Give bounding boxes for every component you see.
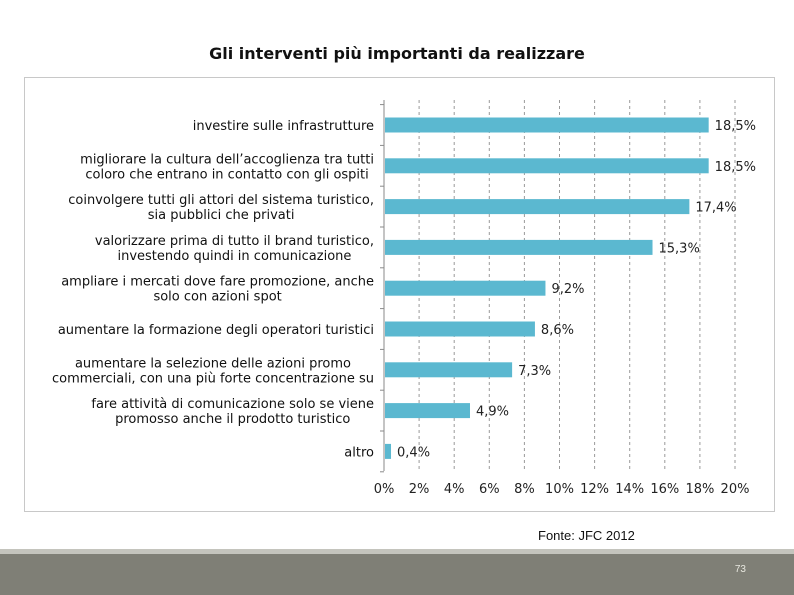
category-label-line: migliorare la cultura dell’accoglienza t… [80,152,374,167]
value-label: 18,5% [715,119,756,134]
page-number: 73 [734,564,746,575]
x-tick-label: 10% [545,482,574,497]
category-label-line: coinvolgere tutti gli attori del sistema… [68,193,374,208]
x-tick-label: 12% [580,482,609,497]
value-label: 15,3% [659,241,700,256]
value-label: 4,9% [476,405,509,420]
category-label-line: sia pubblici che privati [148,208,295,223]
category-label: aumentare la selezione delle azioni prom… [52,356,374,386]
bar [385,117,709,133]
value-label: 7,3% [518,364,551,379]
category-label-line: investire sulle infrastrutture [193,119,374,134]
category-label: aumentare la formazione degli operatori … [58,323,374,338]
chart-title: Gli interventi più importanti da realizz… [209,44,585,63]
category-label-line: coloro che entrano in contatto con gli o… [85,167,368,182]
bar-chart: 0% 2% 4% 6% 8% 10% 12% 14% 16% 18% 20% 18,5% investi… [52,100,756,497]
value-label: 17,4% [695,201,736,216]
category-label-line: aumentare la formazione degli operatori … [58,323,374,338]
x-tick-label: 0% [374,482,395,497]
value-label: 18,5% [715,160,756,175]
x-tick-label: 8% [514,482,535,497]
bar [385,403,470,419]
x-tick-label: 4% [444,482,465,497]
category-label: valorizzare prima di tutto il brand turi… [95,234,374,264]
category-label: fare attività di comunicazione solo se v… [91,397,374,427]
x-tick-label: 16% [650,482,679,497]
category-label-line: altro [344,445,374,460]
x-tick-label: 14% [615,482,644,497]
footer-bar: 73 [0,554,794,595]
category-label-line: solo con azioni spot [153,290,281,305]
source-note: Fonte: JFC 2012 [538,528,635,543]
bar [385,443,392,459]
category-label-line: fare attività di comunicazione solo se v… [91,397,374,412]
category-label: investire sulle infrastrutture [193,119,374,134]
category-label-line: ampliare i mercati dove fare promozione,… [61,275,374,290]
bar [385,280,546,296]
bar [385,239,653,255]
x-tick-label: 2% [409,482,430,497]
bar [385,362,513,378]
category-label-line: investendo quindi in comunicazione [117,249,351,264]
category-label-line: aumentare la selezione delle azioni prom… [75,356,351,371]
x-tick-label: 20% [721,482,750,497]
value-label: 9,2% [551,282,584,297]
category-label: altro [344,445,374,460]
bar [385,199,690,215]
category-label: ampliare i mercati dove fare promozione,… [61,275,374,305]
x-tick-label: 6% [479,482,500,497]
category-label: coinvolgere tutti gli attori del sistema… [68,193,374,223]
chart-frame: 0% 2% 4% 6% 8% 10% 12% 14% 16% 18% 20% 18,5% investi… [24,77,775,512]
category-label-line: valorizzare prima di tutto il brand turi… [95,234,374,249]
footer-divider [0,549,794,554]
x-tick-label: 18% [685,482,714,497]
category-label-line: promosso anche il prodotto turistico [115,412,350,427]
bar [385,321,535,337]
category-label-line: commerciali, con una più forte concentra… [52,371,374,386]
value-label: 8,6% [541,323,574,338]
category-label: migliorare la cultura dell’accoglienza t… [80,152,374,182]
bar [385,158,709,174]
value-label: 0,4% [397,445,430,460]
